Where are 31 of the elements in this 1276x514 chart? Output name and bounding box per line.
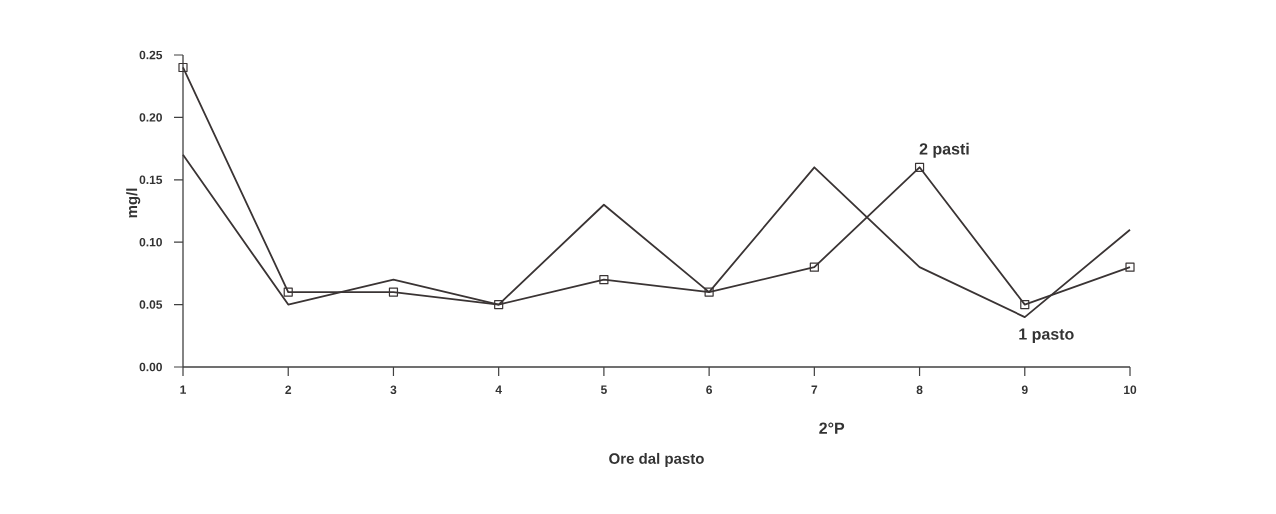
- y-tick-label: 0.10: [139, 237, 162, 247]
- point: [388, 287, 399, 297]
- text: 2°P: [819, 422, 845, 434]
- y-tick-label: 0.15: [139, 175, 163, 185]
- point: [704, 287, 714, 297]
- series-label: 2 pasti: [919, 142, 969, 158]
- point: [1020, 300, 1030, 310]
- point: [914, 162, 925, 172]
- y-tick-label: 0.25: [139, 50, 163, 60]
- y-tick-label: 0.20: [139, 113, 162, 122]
- y-tick-label: 0.05: [139, 300, 163, 309]
- x-tick-label: 2: [285, 385, 292, 394]
- series-label: 1 pasto: [1019, 328, 1074, 343]
- x-tick-label: 8: [916, 385, 923, 395]
- point: [809, 262, 819, 272]
- x-tick-label: 7: [811, 385, 818, 394]
- x-axis-title: Ore dal pasto: [609, 452, 704, 467]
- x-tick-label: 1: [180, 385, 186, 394]
- point: [178, 62, 188, 73]
- point: [1125, 262, 1135, 272]
- point: [283, 287, 293, 297]
- y-axis-title: mg/l: [126, 188, 141, 218]
- x-tick-label: 6: [706, 385, 713, 395]
- x-tick-label: 3: [390, 385, 397, 395]
- point: [494, 300, 504, 310]
- x-tick-label: 4: [495, 385, 502, 394]
- x-tick-label: 10: [1124, 385, 1137, 395]
- x-tick-label: 5: [600, 385, 607, 394]
- point: [599, 275, 609, 285]
- x-tick-label: 9: [1021, 385, 1028, 395]
- y-tick-label: 0.00: [139, 362, 162, 372]
